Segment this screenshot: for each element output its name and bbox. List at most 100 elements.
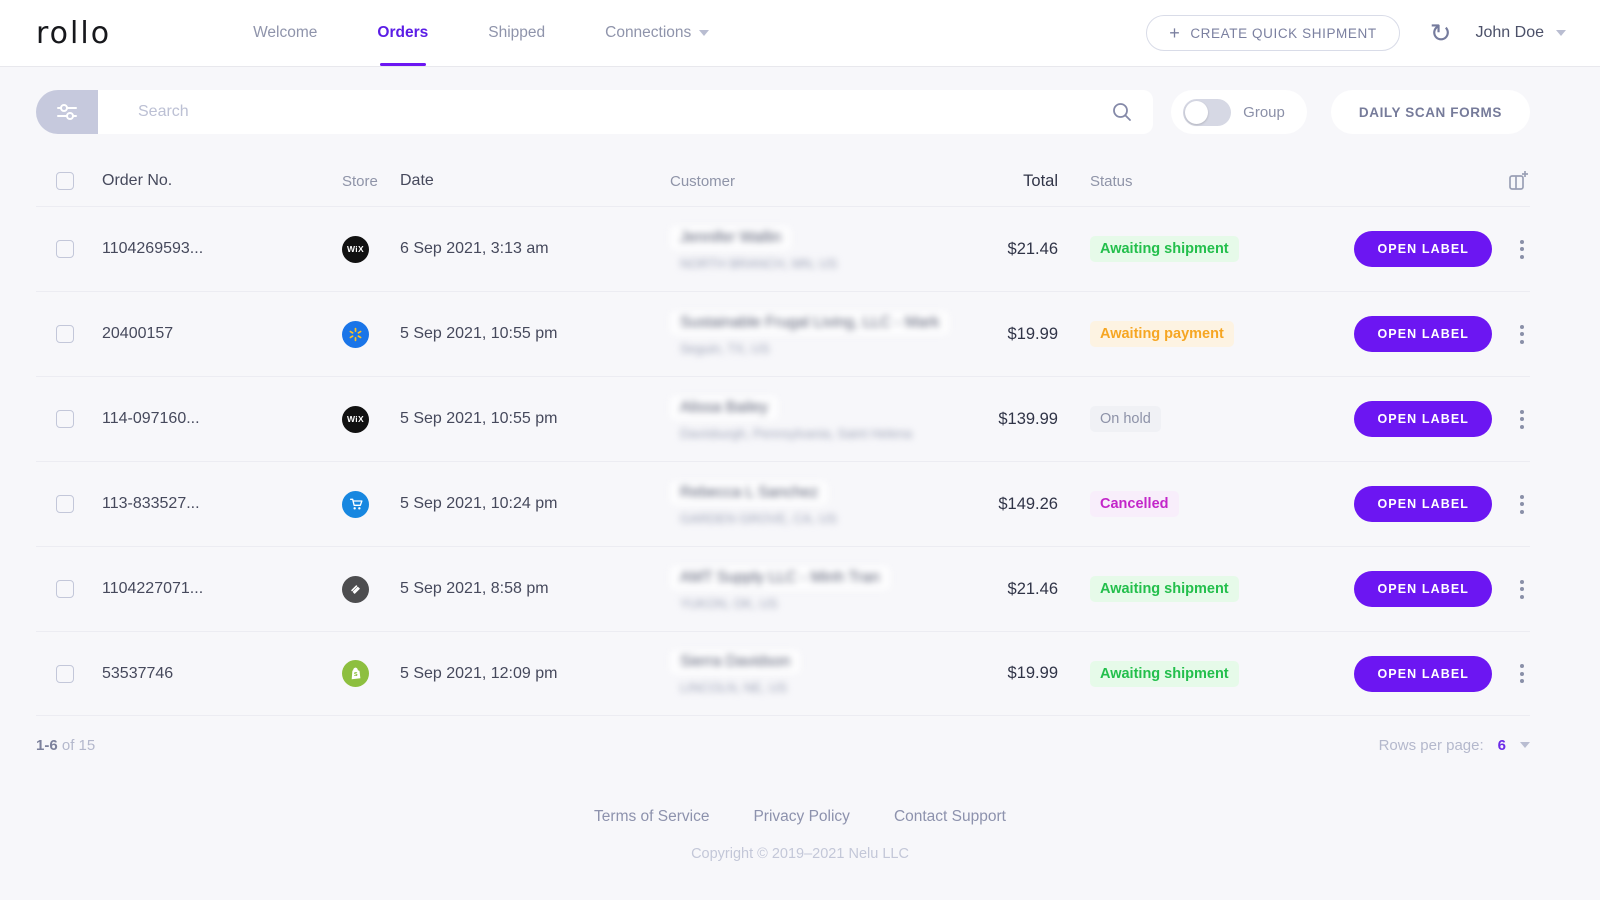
order-date: 6 Sep 2021, 3:13 am [400,240,549,257]
open-label-button[interactable]: OPEN LABEL [1354,401,1492,437]
order-total: $21.46 [1007,579,1058,598]
tab-orders[interactable]: Orders [347,0,458,66]
order-total: $19.99 [1007,324,1058,343]
table-row: 114-097160... WiX 5 Sep 2021, 10:55 pm A… [36,376,1530,461]
customer-cell: Rebecca L Sanchez GARDEN GROVE, CA, US [670,480,950,528]
row-checkbox[interactable] [56,410,74,428]
toggle-knob [1185,100,1209,124]
order-date: 5 Sep 2021, 10:55 pm [400,410,558,427]
pagination-bar: 1-6 of 15 Rows per page: 6 [36,716,1530,774]
search-field-container [98,90,1154,134]
tab-connections-label: Connections [605,24,692,41]
table-row: 1104269593... WiX 6 Sep 2021, 3:13 am Je… [36,206,1530,291]
orders-table: Order No. Store Date Customer Total Stat… [36,156,1530,716]
terms-of-service-link[interactable]: Terms of Service [594,808,710,825]
order-date: 5 Sep 2021, 10:24 pm [400,495,558,512]
privacy-policy-link[interactable]: Privacy Policy [753,808,850,825]
header-total: Total [1023,171,1058,190]
row-menu-icon[interactable] [1514,319,1530,350]
table-row: 113-833527... 5 Sep 2021, 10:24 pm Rebec… [36,461,1530,546]
row-menu-icon[interactable] [1514,574,1530,605]
chevron-down-icon[interactable] [1520,742,1530,748]
header-order-no: Order No. [102,172,173,189]
customer-location: Davisburgh, Pennsylvania, Saint Helena [680,425,912,441]
status-badge: Awaiting payment [1090,321,1234,347]
row-checkbox[interactable] [56,240,74,258]
page-footer: Terms of Service Privacy Policy Contact … [0,808,1600,862]
order-total: $21.46 [1007,239,1058,258]
header-store: Store [342,172,378,190]
row-menu-icon[interactable] [1514,404,1530,435]
main-nav: Welcome Orders Shipped Connections [223,0,739,66]
contact-support-link[interactable]: Contact Support [893,808,1006,825]
row-checkbox[interactable] [56,325,74,343]
page-range-current: 1-6 [36,736,58,754]
header-date: Date [400,172,434,189]
row-menu-icon[interactable] [1514,234,1530,265]
customer-location: NORTH BRANCH, MN, US [680,255,838,271]
order-number: 114-097160... [102,410,200,427]
open-label-button[interactable]: OPEN LABEL [1354,316,1492,352]
filter-button[interactable] [36,90,98,134]
search-bar [36,90,1154,134]
group-toggle-container: Group [1171,90,1307,134]
search-icon[interactable] [1111,101,1133,123]
rollo-logo: rollo [36,15,112,51]
order-number: 1104227071... [102,580,204,597]
create-quick-shipment-button[interactable]: + CREATE QUICK SHIPMENT [1146,15,1400,51]
status-badge: Cancelled [1090,491,1179,517]
select-all-checkbox[interactable] [56,172,74,190]
refresh-icon[interactable]: ↻ [1429,18,1452,48]
add-column-icon[interactable] [1506,169,1530,193]
row-menu-icon[interactable] [1514,489,1530,520]
status-badge: On hold [1090,406,1161,432]
customer-cell: Sierra Davidson LINCOLN, NE, US [670,650,950,697]
search-input[interactable] [98,103,1154,121]
open-label-button[interactable]: OPEN LABEL [1354,655,1492,692]
table-header-row: Order No. Store Date Customer Total Stat… [36,156,1530,206]
group-toggle[interactable] [1183,98,1232,126]
create-quick-shipment-label: CREATE QUICK SHIPMENT [1190,25,1377,41]
header-customer: Customer [670,172,736,190]
customer-cell: AMT Supply LLC - Minh Tran YUKON, OK, US [670,565,950,613]
row-checkbox[interactable] [56,495,74,513]
order-total: $149.26 [998,494,1058,513]
wix-icon: WiX [342,405,369,433]
order-number: 20400157 [102,325,174,342]
squarespace-icon [342,575,369,603]
order-total: $139.99 [998,409,1058,428]
plus-icon: + [1169,23,1181,43]
page-range: 1-6 of 15 [36,737,95,754]
top-navbar: rollo Welcome Orders Shipped Connections… [0,0,1600,66]
status-badge: Awaiting shipment [1090,236,1239,262]
customer-name: Alissa Bailey [670,395,778,420]
row-menu-icon[interactable] [1514,658,1530,689]
order-number: 53537746 [102,664,174,682]
row-checkbox[interactable] [56,580,74,598]
table-row: 53537746 S 5 Sep 2021, 12:09 pm Sierra D… [36,631,1530,716]
order-number: 1104269593... [102,240,204,257]
page-range-total: of 15 [61,736,96,754]
header-actions: + CREATE QUICK SHIPMENT ↻ John Doe [1146,0,1600,66]
tab-shipped[interactable]: Shipped [458,0,575,66]
daily-scan-forms-button[interactable]: DAILY SCAN FORMS [1330,90,1530,134]
chevron-down-icon [699,30,710,36]
open-label-button[interactable]: OPEN LABEL [1354,571,1492,607]
customer-location: Seguin, TX, US [680,340,770,356]
svg-text:S: S [354,672,358,678]
row-checkbox[interactable] [56,664,74,683]
customer-name: Rebecca L Sanchez [670,480,829,505]
customer-name: Sustainable Frugal Living, LLC - Mark [670,310,950,335]
open-label-button[interactable]: OPEN LABEL [1354,486,1492,522]
user-menu[interactable]: John Doe [1476,24,1566,42]
order-number: 113-833527... [102,495,200,512]
open-label-button[interactable]: OPEN LABEL [1354,231,1492,267]
rows-per-page: Rows per page: 6 [1379,737,1530,754]
status-badge: Awaiting shipment [1090,660,1239,687]
tab-connections[interactable]: Connections [575,0,739,66]
rows-per-page-value[interactable]: 6 [1497,736,1506,754]
tab-welcome[interactable]: Welcome [223,0,347,66]
orders-toolbar: Group DAILY SCAN FORMS [36,90,1530,134]
customer-location: LINCOLN, NE, US [680,680,787,695]
shopping-cart-icon [342,490,369,518]
